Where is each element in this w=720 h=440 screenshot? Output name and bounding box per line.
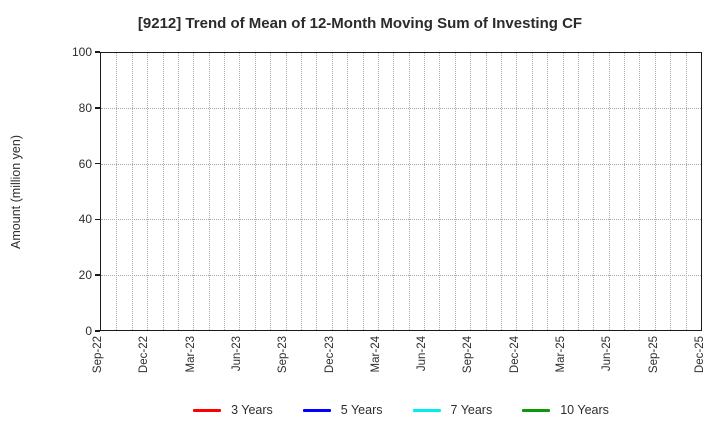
gridline-vertical [254,53,256,330]
gridline-vertical [424,53,426,330]
gridline-vertical [624,53,626,330]
x-tick-label: Mar-23 [184,336,197,373]
gridline-vertical [147,53,149,330]
legend-line-swatch [522,408,551,412]
legend-item: 5 Years [302,403,383,417]
gridline-vertical [408,53,410,330]
y-tick-mark [95,162,100,165]
gridline-vertical [593,53,595,330]
y-axis-label: Amount (million yen) [6,52,26,331]
gridline-vertical [116,53,118,330]
legend-item: 3 Years [193,403,273,417]
y-tick-label: 80 [78,100,92,115]
y-axis-label-text: Amount (million yen) [9,134,23,249]
legend: 3 Years 5 Years 7 Years 10 Years [100,403,702,417]
x-tick-label: Sep-24 [462,336,475,374]
gridline-horizontal [101,274,701,276]
gridline-vertical [501,53,502,330]
gridline-vertical [131,53,133,330]
x-tick-label: Dec-22 [138,336,151,374]
y-tick-mark [95,274,100,276]
gridline-vertical [301,53,302,330]
gridline-vertical [239,53,241,330]
gridline-vertical [454,53,456,330]
legend-label: 3 Years [231,403,273,417]
x-tick-label: Jun-25 [601,336,614,372]
gridline-vertical [485,53,487,330]
x-tick-label: Mar-25 [555,336,568,373]
y-tick-label: 100 [71,45,92,59]
gridline-vertical [608,53,610,330]
chart-title: [9212] Trend of Mean of 12-Month Moving … [137,15,583,32]
gridline-vertical [316,53,318,330]
x-tick-label: Jun-24 [416,336,429,372]
legend-label: 10 Years [560,403,609,417]
x-tick-label: Dec-23 [323,336,336,374]
gridline-vertical [639,53,641,330]
x-tick-label: Sep-23 [277,336,290,374]
gridline-vertical [208,53,210,330]
gridline-vertical [285,53,287,330]
plot-area [100,52,702,331]
legend-label: 5 Years [340,403,383,417]
gridline-vertical [362,53,364,330]
gridline-vertical [439,53,441,330]
gridline-vertical [193,53,195,330]
legend-line-swatch [412,408,441,412]
gridline-vertical [531,53,533,330]
x-tick-label: Mar-24 [369,336,382,373]
y-tick-label: 20 [78,268,92,283]
legend-item: 7 Years [412,403,493,417]
gridline-vertical [547,53,549,330]
legend-line-swatch [193,408,222,412]
y-tick-label: 40 [78,212,92,227]
y-tick-label: 0 [85,324,92,338]
legend-item: 10 Years [522,403,609,417]
x-tick-label: Sep-25 [647,336,660,374]
gridline-horizontal [101,219,701,221]
gridline-vertical [516,53,518,330]
gridline-vertical [654,53,656,330]
gridline-horizontal [101,163,701,165]
gridline-vertical [562,53,564,330]
y-tick-mark [95,51,100,53]
gridline-vertical [685,53,687,330]
gridline-vertical [177,53,179,330]
gridline-vertical [224,53,226,330]
x-tick-label: Sep-22 [92,336,104,374]
gridline-vertical [162,53,164,330]
x-tick-label: Dec-25 [694,336,706,374]
x-tick-label: Jun-23 [230,336,243,372]
y-tick-mark [95,107,100,109]
gridline-vertical [470,53,472,330]
legend-label: 7 Years [450,403,493,417]
gridline-vertical [577,53,579,330]
gridline-vertical [377,53,379,330]
gridline-vertical [393,53,395,330]
gridline-vertical [331,53,333,330]
gridline-vertical [347,53,349,330]
y-tick-mark [95,218,100,221]
gridline-horizontal [101,108,701,110]
gridline-vertical [270,53,272,330]
y-tick-mark [95,330,100,332]
y-tick-label: 60 [78,156,92,171]
x-tick-label: Dec-24 [508,336,521,374]
gridline-vertical [670,53,672,330]
legend-line-swatch [302,408,331,412]
